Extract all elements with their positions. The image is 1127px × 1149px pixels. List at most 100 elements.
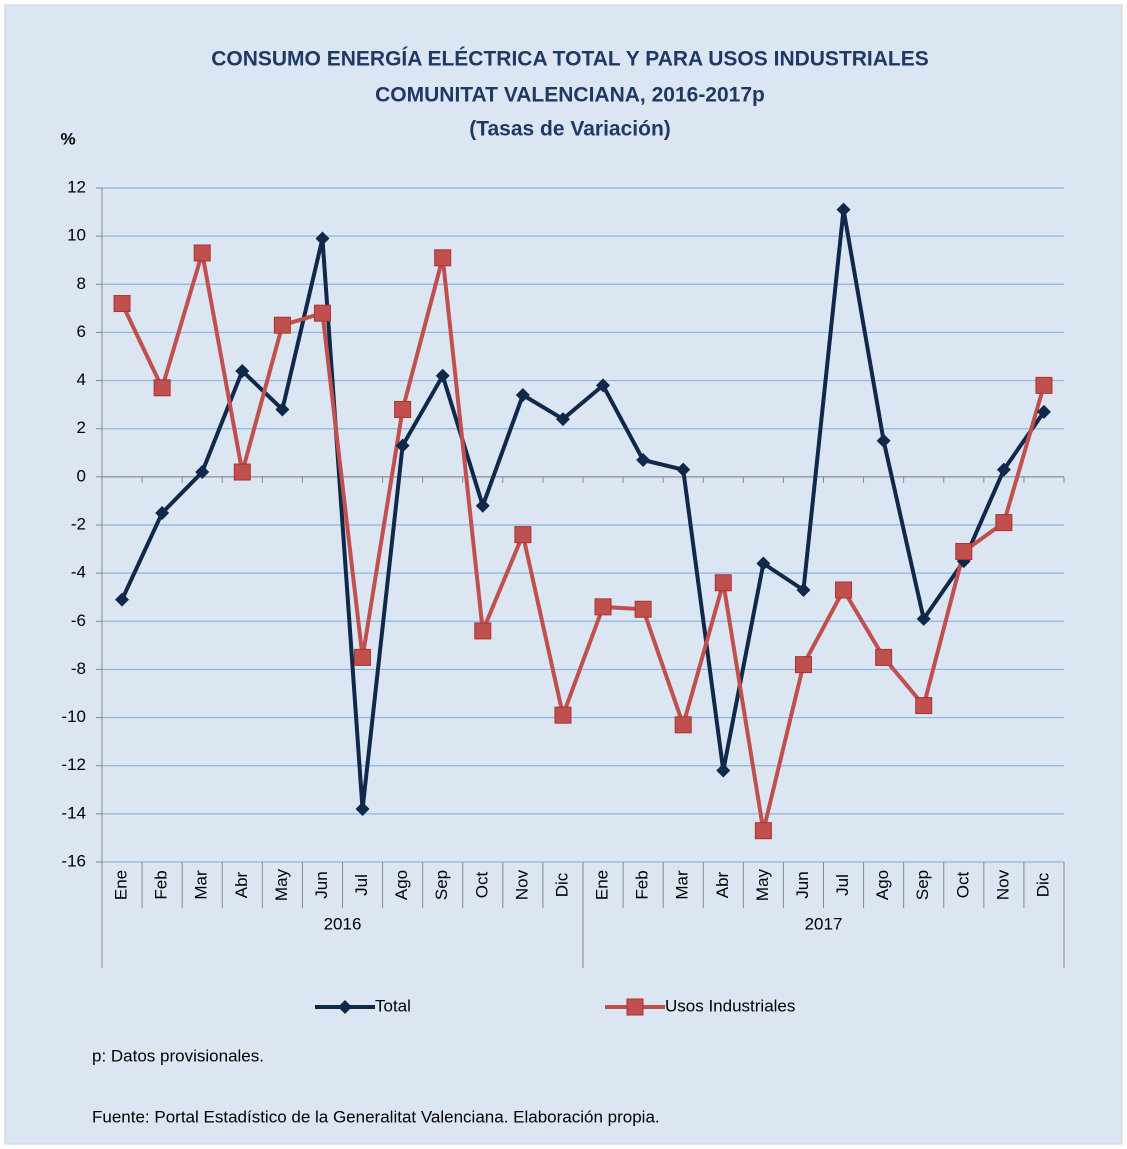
y-tick-label: -14 bbox=[61, 803, 86, 822]
point bbox=[636, 453, 651, 468]
chart-title: CONSUMO ENERGÍA ELÉCTRICA TOTAL Y PARA U… bbox=[211, 48, 929, 71]
x-tick-label: Sep bbox=[913, 870, 932, 900]
y-tick-label: 12 bbox=[67, 177, 86, 196]
point bbox=[515, 388, 530, 403]
x-tick-label: Nov bbox=[993, 869, 1012, 900]
point bbox=[195, 465, 210, 480]
point bbox=[233, 463, 251, 481]
point bbox=[475, 498, 490, 513]
y-tick-label: 4 bbox=[77, 370, 86, 389]
y-tick-label: 0 bbox=[77, 466, 86, 485]
point bbox=[313, 304, 331, 322]
point bbox=[395, 438, 410, 453]
point bbox=[674, 716, 692, 734]
point bbox=[354, 648, 372, 666]
point bbox=[235, 363, 250, 378]
y-tick-label: 8 bbox=[77, 274, 86, 293]
point bbox=[756, 556, 771, 571]
series-line bbox=[120, 207, 1046, 812]
x-tick-label: Sep bbox=[432, 870, 451, 900]
x-tick-label: Oct bbox=[953, 872, 972, 899]
x-tick-label: Ago bbox=[392, 870, 411, 900]
point bbox=[315, 231, 330, 246]
point bbox=[554, 706, 572, 724]
point bbox=[115, 592, 130, 607]
point bbox=[915, 697, 933, 715]
point bbox=[435, 368, 450, 383]
point bbox=[273, 316, 291, 334]
x-tick-label: Dic bbox=[552, 872, 571, 897]
point bbox=[113, 295, 131, 313]
x-tick-label: Dic bbox=[1033, 872, 1052, 897]
point bbox=[835, 581, 853, 599]
x-tick-label: Ene bbox=[112, 870, 131, 900]
point bbox=[676, 462, 691, 477]
point bbox=[794, 656, 812, 674]
point bbox=[836, 202, 851, 217]
point bbox=[155, 505, 170, 520]
point bbox=[153, 379, 171, 397]
x-tick-label: Oct bbox=[472, 872, 491, 899]
chart-title: (Tasas de Variación) bbox=[469, 118, 671, 141]
point bbox=[754, 822, 772, 840]
point bbox=[1035, 376, 1053, 394]
point bbox=[514, 526, 532, 544]
legend-marker bbox=[338, 1000, 352, 1014]
point bbox=[955, 542, 973, 560]
y-tick-label: -16 bbox=[61, 851, 86, 870]
x-tick-label: Jun bbox=[793, 871, 812, 898]
x-tick-label: Mar bbox=[673, 870, 692, 900]
x-tick-label: Jun bbox=[312, 871, 331, 898]
point bbox=[714, 574, 732, 592]
y-tick-label: -12 bbox=[61, 755, 86, 774]
x-tick-label: Feb bbox=[633, 870, 652, 899]
point bbox=[275, 402, 290, 417]
point bbox=[394, 400, 412, 418]
y-tick-label: 10 bbox=[67, 226, 86, 245]
y-tick-label: 6 bbox=[77, 322, 86, 341]
point bbox=[996, 462, 1011, 477]
point bbox=[594, 598, 612, 616]
point bbox=[434, 249, 452, 267]
point bbox=[634, 600, 652, 618]
x-tick-label: Feb bbox=[152, 870, 171, 899]
point bbox=[474, 622, 492, 640]
y-tick-label: -4 bbox=[71, 563, 86, 582]
point bbox=[716, 763, 731, 778]
point bbox=[355, 802, 370, 817]
y-axis-label: % bbox=[60, 129, 75, 148]
x-tick-label: Mar bbox=[192, 870, 211, 900]
x-tick-label: Ago bbox=[873, 870, 892, 900]
point bbox=[995, 514, 1013, 532]
background bbox=[4, 4, 1123, 1145]
x-tick-label: Abr bbox=[713, 871, 732, 898]
chart-title: COMUNITAT VALENCIANA, 2016-2017p bbox=[375, 84, 765, 107]
group-label: 2017 bbox=[805, 914, 843, 933]
y-tick-label: -10 bbox=[61, 707, 86, 726]
point bbox=[796, 582, 811, 597]
group-label: 2016 bbox=[324, 914, 362, 933]
x-tick-label: Jul bbox=[833, 874, 852, 896]
y-tick-label: -2 bbox=[71, 514, 86, 533]
point bbox=[876, 433, 891, 448]
legend-marker bbox=[626, 998, 644, 1016]
point bbox=[1036, 404, 1051, 419]
x-tick-label: Abr bbox=[232, 871, 251, 898]
x-tick-label: Jul bbox=[352, 874, 371, 896]
y-tick-label: 2 bbox=[77, 418, 86, 437]
y-tick-label: -6 bbox=[71, 611, 86, 630]
x-tick-label: May bbox=[272, 868, 291, 901]
y-tick-label: -8 bbox=[71, 659, 86, 678]
x-tick-label: May bbox=[753, 868, 772, 901]
x-tick-label: Ene bbox=[593, 870, 612, 900]
point bbox=[596, 378, 611, 393]
point bbox=[916, 611, 931, 626]
legend-label: Total bbox=[375, 996, 411, 1015]
point bbox=[875, 648, 893, 666]
x-tick-label: Nov bbox=[512, 869, 531, 900]
point bbox=[193, 244, 211, 262]
point bbox=[555, 412, 570, 427]
legend-label: Usos Industriales bbox=[665, 996, 795, 1015]
note: p: Datos provisionales. bbox=[92, 1046, 264, 1065]
